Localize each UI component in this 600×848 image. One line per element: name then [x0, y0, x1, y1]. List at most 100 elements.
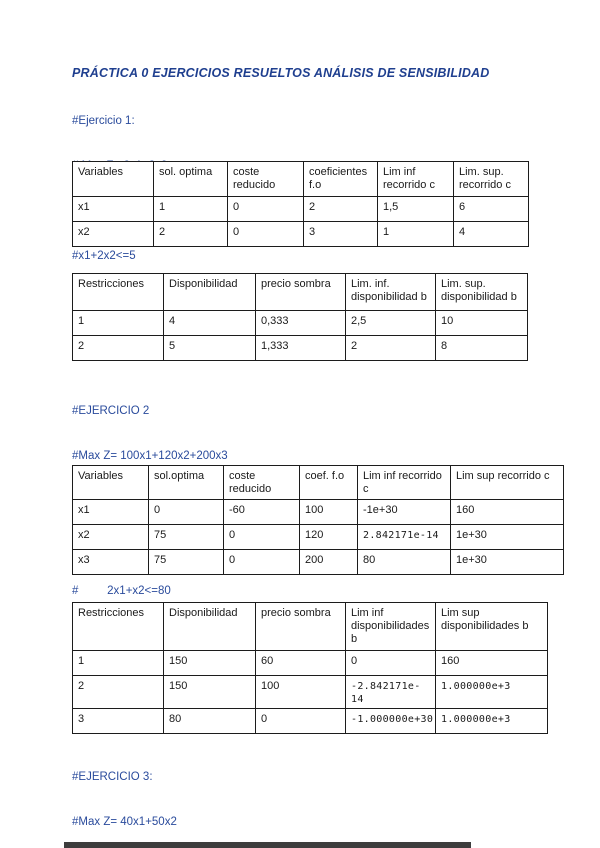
column-header: coef. f.o — [299, 465, 358, 500]
cell: 1 — [72, 650, 164, 676]
column-header: Disponibilidad — [163, 602, 256, 651]
cell: 100 — [255, 675, 346, 709]
formula-line: #Ejercicio 1: — [72, 115, 135, 127]
cell: 6 — [453, 196, 529, 222]
cell: -60 — [223, 499, 300, 525]
cell: 75 — [148, 524, 224, 550]
column-header: Lim sup recorrido c — [450, 465, 564, 500]
cell: 10 — [435, 310, 528, 336]
table-header-row: Variables sol.optima coste reducido coef… — [72, 465, 564, 500]
exercise2-variables-table: Variables sol.optima coste reducido coef… — [72, 465, 564, 575]
cell: x1 — [72, 499, 149, 525]
column-header: sol. optima — [153, 161, 228, 197]
cell: 120 — [299, 524, 358, 550]
cell: 0,333 — [255, 310, 346, 336]
cell: 60 — [255, 650, 346, 676]
cell: 1.000000e+3 — [435, 708, 548, 734]
column-header: Lim inf recorrido c — [357, 465, 451, 500]
cell: 160 — [435, 650, 548, 676]
cell: 2 — [303, 196, 378, 222]
exercise3-statement: #EJERCICIO 3: #Max Z= 40x1+50x2 — [72, 740, 177, 848]
cell: 2,5 — [345, 310, 436, 336]
cell: 1 — [377, 221, 454, 247]
cell: 4 — [453, 221, 529, 247]
cell: 100 — [299, 499, 358, 525]
cell: x3 — [72, 549, 149, 575]
cell: 200 — [299, 549, 358, 575]
cell: 3 — [72, 708, 164, 734]
column-header: coeficientes f.o — [303, 161, 378, 197]
column-header: sol.optima — [148, 465, 224, 500]
cell: 0 — [255, 708, 346, 734]
cell: 1 — [72, 310, 164, 336]
cell: x1 — [72, 196, 154, 222]
cell: 1e+30 — [450, 549, 564, 575]
exercise1-restrictions-table: Restricciones Disponibilidad precio somb… — [72, 273, 528, 361]
formula-line: #EJERCICIO 2 — [72, 405, 150, 417]
table-row: 1 150 60 0 160 — [72, 650, 548, 676]
cell: 2 — [72, 335, 164, 361]
cell: 0 — [345, 650, 436, 676]
formula-line: #Max Z= 40x1+50x2 — [72, 816, 177, 828]
cell: 0 — [227, 221, 304, 247]
cell: 1e+30 — [450, 524, 564, 550]
cell: 8 — [435, 335, 528, 361]
table-header-row: Restricciones Disponibilidad precio somb… — [72, 602, 548, 651]
cell: x2 — [72, 524, 149, 550]
cell: 1.000000e+3 — [435, 675, 548, 709]
cell: x2 — [72, 221, 154, 247]
cell: 0 — [227, 196, 304, 222]
cell: 3 — [303, 221, 378, 247]
table-row: x1 0 -60 100 -1e+30 160 — [72, 499, 564, 525]
table-row: 3 80 0 -1.000000e+30 1.000000e+3 — [72, 708, 548, 734]
cell: 0 — [223, 524, 300, 550]
cell: 1,333 — [255, 335, 346, 361]
table-row: x3 75 0 200 80 1e+30 — [72, 549, 564, 575]
table-row: x1 1 0 2 1,5 6 — [72, 196, 529, 222]
cell: 80 — [163, 708, 256, 734]
cell: 4 — [163, 310, 256, 336]
table-header-row: Restricciones Disponibilidad precio somb… — [72, 273, 528, 311]
table-row: x2 2 0 3 1 4 — [72, 221, 529, 247]
cell: 2 — [345, 335, 436, 361]
formula-line: #x1+2x2<=5 — [72, 250, 136, 262]
cell: 2 — [153, 221, 228, 247]
table-row: x2 75 0 120 2.842171e-14 1e+30 — [72, 524, 564, 550]
cell: -1.000000e+30 — [345, 708, 436, 734]
cell: -2.842171e-14 — [345, 675, 436, 709]
column-header: precio sombra — [255, 273, 346, 311]
cell: 2 — [72, 675, 164, 709]
next-page-table-edge — [64, 842, 471, 848]
column-header: Lim. inf. disponibilidad b — [345, 273, 436, 311]
cell: -1e+30 — [357, 499, 451, 525]
column-header: Lim inf disponibilidades b — [345, 602, 436, 651]
column-header: Lim. sup. recorrido c — [453, 161, 529, 197]
cell: 150 — [163, 650, 256, 676]
column-header: Disponibilidad — [163, 273, 256, 311]
cell: 0 — [148, 499, 224, 525]
formula-line: #EJERCICIO 3: — [72, 771, 153, 783]
table-row: 2 150 100 -2.842171e-14 1.000000e+3 — [72, 675, 548, 709]
column-header: Lim inf recorrido c — [377, 161, 454, 197]
column-header: Lim. sup. disponibilidad b — [435, 273, 528, 311]
formula-line: # 2x1+x2<=80 — [72, 585, 171, 597]
exercise1-variables-table: Variables sol. optima coste reducido coe… — [72, 161, 529, 247]
cell: 80 — [357, 549, 451, 575]
column-header: Variables — [72, 161, 154, 197]
column-header: Restricciones — [72, 273, 164, 311]
cell: 160 — [450, 499, 564, 525]
exercise2-restrictions-table: Restricciones Disponibilidad precio somb… — [72, 602, 548, 734]
cell: 1 — [153, 196, 228, 222]
column-header: Variables — [72, 465, 149, 500]
cell: 0 — [223, 549, 300, 575]
formula-line: #Max Z= 100x1+120x2+200x3 — [72, 450, 228, 462]
cell: 1,5 — [377, 196, 454, 222]
cell: 75 — [148, 549, 224, 575]
column-header: precio sombra — [255, 602, 346, 651]
column-header: coste reducido — [227, 161, 304, 197]
page-title: PRÁCTICA 0 EJERCICIOS RESUELTOS ANÁLISIS… — [72, 66, 490, 80]
cell: 5 — [163, 335, 256, 361]
column-header: Lim sup disponibilidades b — [435, 602, 548, 651]
table-row: 1 4 0,333 2,5 10 — [72, 310, 528, 336]
